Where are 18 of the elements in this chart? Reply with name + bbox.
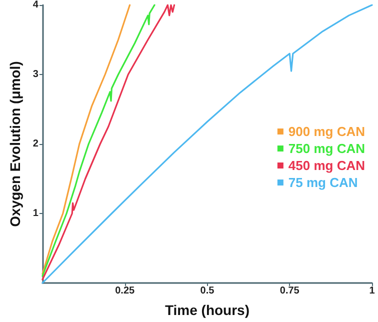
legend-label: 450 mg CAN (288, 158, 365, 173)
x-tick-label: 0.75 (280, 286, 300, 296)
y-tick-label: 2 (32, 138, 39, 150)
x-axis-title: Time (hours) (164, 302, 250, 318)
legend-label: 900 mg CAN (288, 124, 365, 139)
line-series (42, 4, 156, 277)
y-tick-label: 3 (32, 69, 39, 80)
x-tick-label: 0.25 (115, 286, 136, 296)
y-tick-label: 1 (32, 208, 39, 219)
legend-label: 75 mg CAN (288, 175, 358, 190)
y-axis-title: Oxygen Evolution (μmol) (7, 61, 23, 227)
x-tick-label: 0.5 (200, 286, 215, 296)
x-tick-label: 1 (369, 286, 376, 296)
line-series (42, 4, 176, 280)
y-tick-label: 4 (32, 0, 39, 10)
line-series (42, 4, 373, 284)
legend-label: 750 mg CAN (288, 141, 365, 156)
line-series (42, 4, 131, 275)
